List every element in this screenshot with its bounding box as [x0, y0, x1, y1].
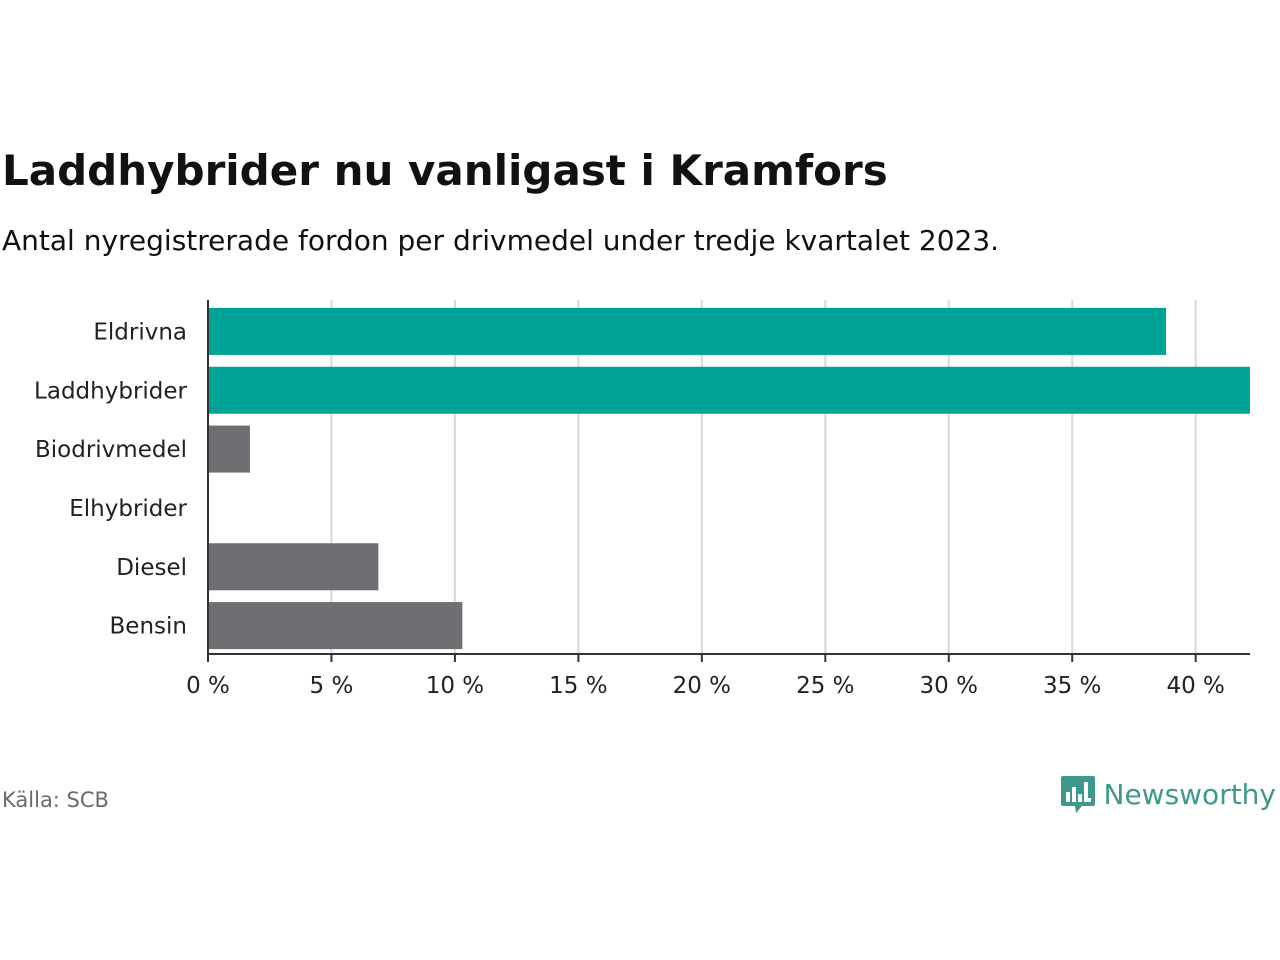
- category-label-biodrivmedel: Biodrivmedel: [35, 437, 187, 463]
- x-tick-label-5: 5 %: [310, 673, 354, 699]
- x-tick-label-10: 10 %: [426, 673, 484, 699]
- x-tick-label-20: 20 %: [673, 673, 731, 699]
- bar-bensin: [208, 602, 463, 650]
- bar-diesel: [208, 543, 379, 591]
- category-label-diesel: Diesel: [116, 555, 187, 581]
- x-tick-label-35: 35 %: [1043, 673, 1101, 699]
- newsworthy-logo[interactable]: Newsworthy: [1060, 774, 1277, 814]
- x-tick-label-40: 40 %: [1166, 673, 1224, 699]
- source-note: Källa: SCB: [2, 788, 109, 812]
- category-label-laddhybrider: Laddhybrider: [34, 378, 187, 404]
- chart-subtitle: Antal nyregistrerade fordon per drivmede…: [2, 224, 1000, 257]
- bar-eldrivna: [208, 307, 1167, 355]
- category-label-eldrivna: Eldrivna: [93, 319, 187, 345]
- bar-chart-speech-bubble-icon: [1060, 776, 1095, 813]
- x-tick-label-15: 15 %: [549, 673, 607, 699]
- bar-laddhybrider: [208, 366, 1250, 414]
- chart-title: Laddhybrider nu vanligast i Kramfors: [2, 146, 888, 195]
- x-tick-label-30: 30 %: [920, 673, 978, 699]
- category-label-elhybrider: Elhybrider: [69, 496, 187, 522]
- x-tick-label-25: 25 %: [796, 673, 854, 699]
- brand-name: Newsworthy: [1103, 777, 1277, 811]
- x-tick-label-0: 0 %: [186, 673, 230, 699]
- category-label-bensin: Bensin: [110, 614, 187, 640]
- bar-biodrivmedel: [208, 425, 250, 473]
